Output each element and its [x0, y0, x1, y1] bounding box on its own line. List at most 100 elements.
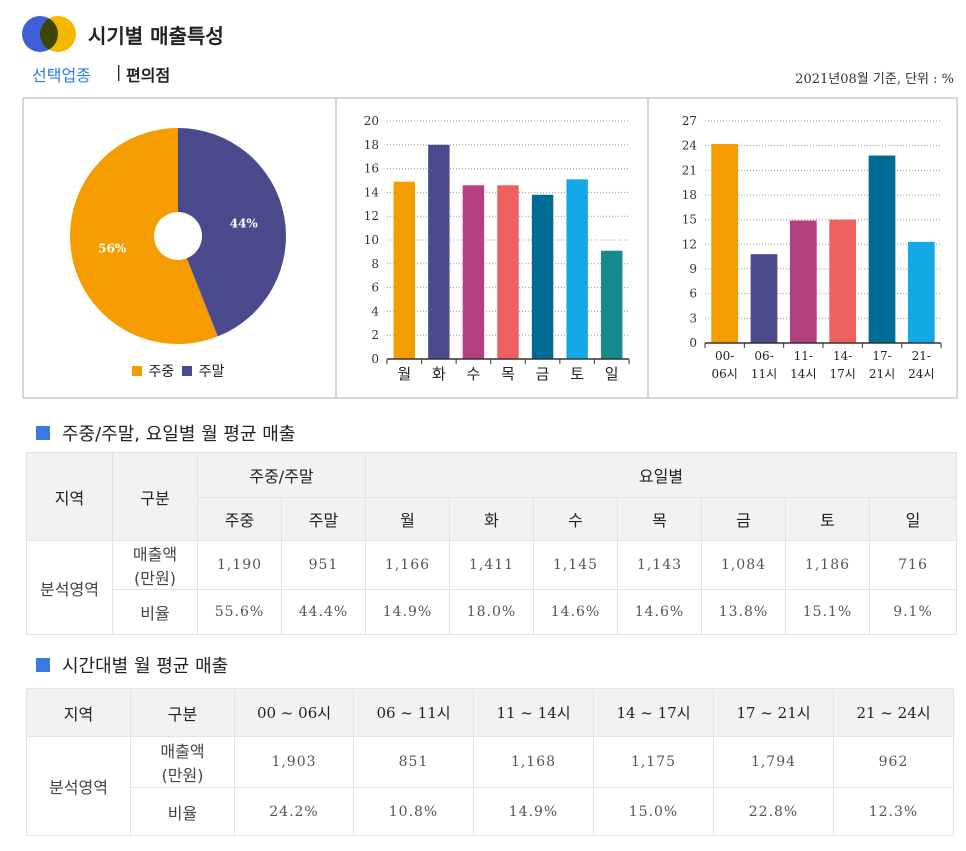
x-tick-label: 11-: [794, 349, 813, 363]
y-tick-label: 0: [689, 336, 697, 350]
y-tick-label: 10: [364, 233, 379, 247]
header-category: 구분: [112, 452, 198, 541]
table-row: 비율 24.2% 10.8% 14.9% 15.0% 22.8% 12.3%: [27, 787, 954, 836]
y-tick-label: 21: [682, 163, 697, 177]
bar: [393, 181, 416, 359]
y-tick-label: 27: [682, 114, 697, 128]
legend-label-weekday: 주중: [148, 364, 175, 380]
cell: 716: [869, 540, 957, 590]
x-tick-label: 21-: [912, 349, 931, 363]
header-time-slot: 06 ~ 11시: [353, 688, 474, 737]
x-tick-label: 월: [397, 365, 411, 383]
bar: [907, 241, 935, 343]
row-label: 비율: [112, 589, 198, 635]
weekday-weekend-pie-panel: 56% 44% 주중 주말: [24, 99, 337, 397]
page-header: 시기별 매출특성: [22, 14, 224, 54]
y-tick-label: 9: [689, 262, 697, 276]
row-label: 비율: [130, 787, 235, 836]
cell: 14.6%: [617, 589, 702, 635]
header-time-slot: 21 ~ 24시: [833, 688, 954, 737]
selected-industry-label[interactable]: 선택업종: [32, 66, 91, 85]
y-tick-label: 8: [371, 257, 379, 271]
cell: 55.6%: [197, 589, 282, 635]
x-tick-label: 06-: [754, 349, 773, 363]
cell: 1,143: [617, 540, 702, 590]
y-tick-label: 14: [364, 185, 380, 199]
header-time-slot: 11 ~ 14시: [473, 688, 594, 737]
day-of-week-bar-chart: 0 2 4 6 8 10 12 14 16 18 20 월 화 수 목 금 토 일: [364, 114, 630, 383]
weekday-weekend-pie-chart: 56% 44%: [70, 128, 287, 344]
y-tick-label: 18: [364, 138, 379, 152]
y-tick-label: 12: [682, 237, 697, 251]
header-daygroup: 요일별: [365, 452, 957, 498]
cell: 1,168: [473, 736, 594, 788]
bar: [531, 194, 554, 359]
selection-bar: 선택업종 | 편의점 2021년08월 기준, 단위 : %: [32, 60, 954, 88]
time-slot-bar-panel: 0 3 6 9 12 15 18 21 24 27 00- 06시 06- 11시 11- 14시 14- 17시…: [649, 99, 956, 397]
cell: 15.1%: [785, 589, 870, 635]
x-tick-label: 목: [501, 365, 515, 383]
cell: 44.4%: [281, 589, 366, 635]
cell: 1,145: [533, 540, 618, 590]
basis-note: 2021년08월 기준, 단위 : %: [795, 72, 954, 87]
bar: [462, 185, 485, 359]
header-region: 지역: [26, 688, 131, 737]
x-tick-label: 토: [570, 365, 584, 383]
x-tick-label: 17-: [872, 349, 891, 363]
x-tick-label: 06시: [712, 367, 738, 381]
region-cell: 분석영역: [26, 736, 131, 836]
pie-slice: [70, 128, 218, 344]
x-tick-label: 00-: [715, 349, 734, 363]
day-of-week-bar-panel: 0 2 4 6 8 10 12 14 16 18 20 월 화 수 목 금 토 일: [337, 99, 649, 397]
cell: 14.9%: [365, 589, 450, 635]
day-sales-table: 지역 구분 주중/주말 요일별 주중 주말 월 화 수 목 금 토 일 분석영역…: [26, 452, 957, 635]
y-tick-label: 2: [371, 328, 379, 342]
header-time-slot: 17 ~ 21시: [713, 688, 834, 737]
x-tick-label: 21시: [869, 367, 895, 381]
y-tick-label: 16: [364, 162, 379, 176]
header-day: 월: [365, 497, 450, 541]
header-day: 토: [785, 497, 870, 541]
cell: 1,084: [701, 540, 786, 590]
page-title: 시기별 매출특성: [88, 23, 224, 48]
cell: 1,794: [713, 736, 834, 788]
y-tick-label: 24: [682, 139, 698, 153]
x-tick-label: 화: [432, 365, 446, 383]
y-tick-label: 20: [364, 114, 379, 128]
header-region: 지역: [26, 452, 113, 541]
table-row: 분석영역 매출액 (만원) 1,190 951 1,166 1,411 1,145…: [26, 540, 957, 635]
cell: 12.3%: [833, 787, 954, 836]
y-tick-label: 18: [682, 188, 697, 202]
section-title-text: 시간대별 월 평균 매출: [62, 656, 229, 677]
section-title-text: 주중/주말, 요일별 월 평균 매출: [62, 424, 296, 445]
header-time-slot: 14 ~ 17시: [593, 688, 714, 737]
cell: 18.0%: [449, 589, 534, 635]
header-day: 화: [449, 497, 534, 541]
x-tick-label: 24시: [908, 367, 934, 381]
y-tick-label: 15: [682, 213, 697, 227]
x-tick-label: 금: [536, 365, 550, 383]
cell: 851: [353, 736, 474, 788]
x-tick-label: 수: [467, 365, 481, 383]
bar: [600, 250, 623, 359]
logo-icon: [22, 16, 76, 52]
bar: [497, 185, 519, 359]
x-tick-label: 14-: [833, 349, 852, 363]
cell: 951: [281, 540, 366, 590]
section-marker-icon: [36, 426, 50, 440]
cell: 1,903: [234, 736, 354, 788]
y-tick-label: 6: [689, 287, 697, 301]
pie-slice-label: 56%: [98, 242, 127, 256]
x-tick-label: 17시: [830, 367, 856, 381]
region-cell: 분석영역: [26, 540, 113, 635]
x-tick-label: 일: [605, 365, 619, 383]
cell: 14.9%: [473, 787, 594, 836]
pie-slice-label: 44%: [230, 216, 259, 230]
y-tick-label: 4: [371, 304, 379, 318]
bar: [868, 155, 896, 343]
header-day: 일: [869, 497, 957, 541]
table-row: 분석영역 매출액 (만원) 1,903 851 1,168 1,175 1,794…: [26, 736, 954, 836]
cell: 1,411: [449, 540, 534, 590]
bar: [829, 219, 857, 343]
selected-industry-value: 편의점: [126, 66, 171, 85]
